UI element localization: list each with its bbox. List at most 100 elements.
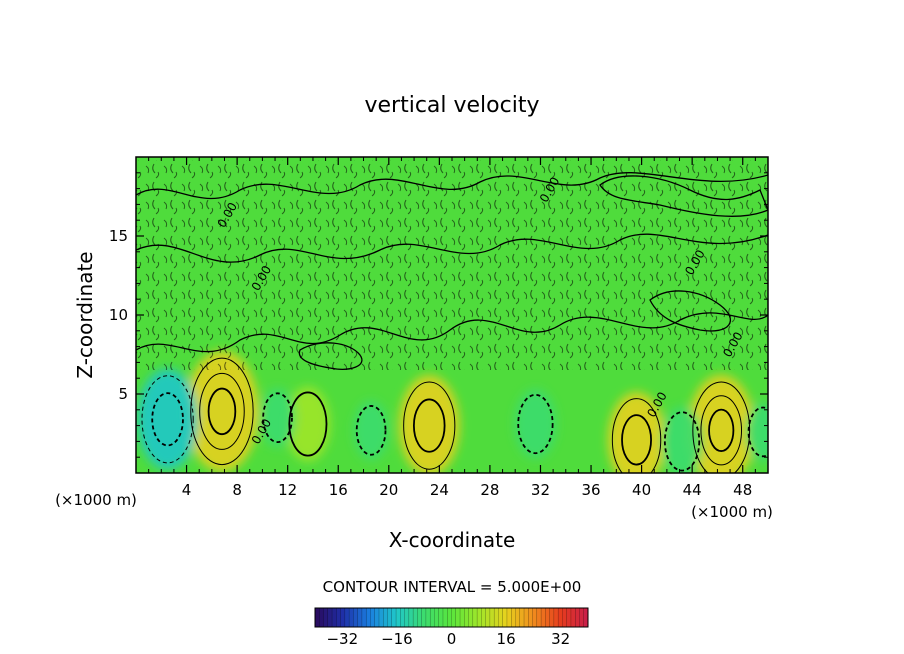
- colorbar-cell: [536, 607, 542, 628]
- contour-line: [599, 175, 768, 217]
- colorbar-cell: [340, 607, 346, 628]
- colorbar-cell: [323, 607, 329, 628]
- colorbar-cell: [523, 607, 529, 628]
- contour-ring: [262, 392, 293, 444]
- colorbar-cell: [391, 607, 397, 628]
- velocity-cell-shade: [514, 389, 557, 459]
- colorbar-tick-label: 0: [447, 630, 457, 648]
- velocity-cell-shade: [661, 406, 703, 473]
- colorbar-cell: [549, 607, 555, 628]
- colorbar-cell: [442, 607, 448, 628]
- colorbar-cell: [528, 607, 534, 628]
- colorbar-cell: [383, 607, 389, 628]
- x-axis-label: X-coordinate: [389, 528, 516, 552]
- colorbar-cell: [519, 607, 525, 628]
- colorbar-cell: [404, 607, 410, 628]
- colorbar-cell: [498, 607, 504, 628]
- colorbar-tick-label: 16: [497, 630, 516, 648]
- contour-ring: [663, 411, 701, 472]
- x-tick-label: 32: [531, 481, 550, 499]
- colorbar-cell: [374, 607, 380, 628]
- colorbar-cell: [476, 607, 482, 628]
- x-tick-label: 40: [632, 481, 651, 499]
- colorbar-cell: [429, 607, 435, 628]
- x-tick-label: 28: [480, 481, 499, 499]
- x-tick-label: 8: [232, 481, 242, 499]
- colorbar-cell: [481, 607, 487, 628]
- colorbar-cell: [421, 607, 427, 628]
- y-tick-label: 10: [109, 306, 128, 324]
- contour-ring: [700, 395, 743, 466]
- colorbar-cell: [344, 607, 350, 628]
- x-unit-right: (×1000 m): [691, 503, 773, 521]
- x-tick-label: 4: [182, 481, 192, 499]
- colorbar-tick-label: −16: [381, 630, 413, 648]
- colorbar-cell: [570, 607, 576, 628]
- colorbar-cell: [464, 607, 470, 628]
- colorbar-cell: [336, 607, 342, 628]
- contour-interval: CONTOUR INTERVAL = 5.000E+00: [323, 578, 582, 596]
- colorbar-cell: [395, 607, 401, 628]
- colorbar-cell: [472, 607, 478, 628]
- contour-ring: [412, 398, 446, 453]
- contour-ring: [708, 408, 735, 452]
- colorbar-tick-label: −32: [326, 630, 358, 648]
- x-tick-label: 12: [278, 481, 297, 499]
- velocity-cell-shade: [687, 374, 755, 473]
- colorbar-cell: [506, 607, 512, 628]
- velocity-cell-shade: [398, 375, 460, 473]
- colorbar-cell: [361, 607, 367, 628]
- colorbar-frame: [314, 607, 589, 628]
- colorbar-cell: [511, 607, 516, 628]
- colorbar-cell: [468, 607, 474, 628]
- colorbar-cell: [557, 607, 563, 628]
- x-tick-label: 36: [581, 481, 600, 499]
- colorbar-cell: [387, 607, 393, 628]
- colorbar: −32 −16 0 16 32: [314, 607, 589, 648]
- colorbar-cell: [553, 607, 559, 628]
- colorbar-cell: [412, 607, 418, 628]
- contour-ring: [190, 357, 254, 466]
- colorbar-cell: [370, 607, 376, 628]
- contour-line: [136, 233, 768, 263]
- y-tick-label: 5: [118, 385, 128, 403]
- x-tick-label: 48: [733, 481, 752, 499]
- colorbar-cell: [408, 607, 414, 628]
- convective-cells: [141, 357, 768, 473]
- colorbar-cell: [493, 607, 499, 628]
- x-unit-left: (×1000 m): [55, 491, 137, 509]
- y-tick-label: 15: [109, 227, 128, 245]
- contour-ring: [288, 391, 328, 457]
- contour-line: [298, 342, 363, 370]
- colorbar-cell: [515, 607, 521, 628]
- colorbar-cell: [425, 607, 431, 628]
- colorbar-cell: [365, 607, 371, 628]
- contour-ring: [355, 405, 387, 456]
- contour-ring: [403, 381, 456, 470]
- colorbar-cell: [562, 607, 568, 628]
- colorbar-cell: [400, 607, 406, 628]
- colorbar-cell: [314, 607, 320, 628]
- velocity-cell-shade: [353, 400, 389, 460]
- velocity-cell-shade: [137, 368, 199, 470]
- contour-ring: [747, 406, 768, 458]
- colorbar-ticks: −32 −16 0 16 32: [326, 630, 570, 648]
- colorbar-cell: [348, 607, 354, 628]
- contour-line: [136, 172, 768, 200]
- colorbar-cell: [417, 607, 423, 628]
- contour-ring: [611, 398, 662, 473]
- velocity-cell-shade: [185, 350, 259, 473]
- colorbar-cell: [545, 607, 551, 628]
- contour-ring: [151, 392, 184, 447]
- colorbar-cell: [502, 607, 508, 628]
- contour-line: [136, 312, 768, 353]
- colorbar-cell: [434, 607, 440, 628]
- colorbar-cell: [455, 607, 461, 628]
- velocity-cell-shade: [607, 392, 666, 473]
- y-axis-label: Z-coordinate: [73, 251, 97, 378]
- colorbar-cell: [353, 607, 359, 628]
- x-axis: 4 8 12 16 20 24 28 32 36 40 44 48: [148, 157, 756, 499]
- colorbar-tick-label: 32: [551, 630, 570, 648]
- velocity-cell-shade: [745, 402, 768, 462]
- colorbar-cell: [579, 607, 585, 628]
